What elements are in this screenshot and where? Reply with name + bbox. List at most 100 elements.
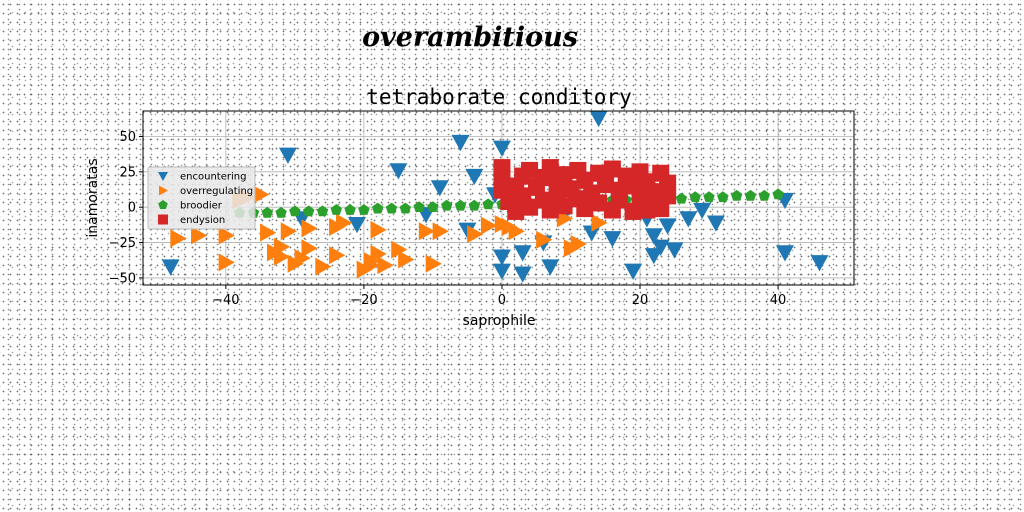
data-point [644, 248, 663, 265]
data-point [492, 263, 511, 280]
data-point [644, 228, 663, 245]
data-point [253, 185, 270, 204]
data-point [303, 205, 315, 217]
x-axis-label: saprophile [463, 313, 536, 329]
y-tick-label: 25 [119, 165, 136, 180]
data-point [482, 198, 494, 210]
data-point [570, 234, 587, 253]
chart-title: tetraborate conditory [366, 85, 632, 109]
legend-label: broodier [180, 201, 223, 212]
data-point [335, 213, 353, 232]
data-point [418, 222, 436, 241]
data-point [596, 176, 614, 194]
legend-marker [159, 185, 168, 196]
data-point [377, 256, 394, 275]
data-point [413, 201, 425, 212]
data-point [372, 202, 384, 214]
data-point [370, 244, 387, 263]
data-point [513, 266, 532, 283]
data-point [521, 198, 539, 216]
legend-label: encountering [180, 172, 246, 183]
data-point [703, 191, 715, 203]
data-point [659, 187, 677, 205]
series-encountering [161, 110, 829, 283]
axis-ticks: −40 −20 0 20 40 −50 −25 0 25 50 [109, 130, 787, 308]
data-point [441, 199, 453, 211]
data-point [398, 250, 415, 269]
data-point [507, 202, 525, 220]
y-tick-label: 0 [128, 201, 136, 216]
data-point [315, 257, 332, 276]
data-point [301, 239, 318, 258]
legend-label: overregulating [180, 186, 253, 197]
data-point [810, 255, 829, 272]
data-point [744, 189, 757, 201]
legend-label: endysion [180, 215, 225, 226]
data-point [541, 259, 560, 276]
data-point [430, 180, 449, 197]
x-tick-label: 40 [770, 293, 787, 308]
data-point [465, 168, 484, 186]
data-point [706, 215, 725, 232]
data-point [170, 229, 187, 248]
data-point [589, 110, 608, 128]
data-point [536, 230, 553, 249]
data-point [275, 206, 287, 218]
data-point [370, 220, 387, 239]
data-point [218, 253, 235, 272]
series-overregulating [170, 185, 608, 279]
legend-marker [158, 214, 168, 225]
x-tick-label: −20 [350, 293, 377, 308]
data-point [651, 239, 670, 256]
data-point [280, 222, 297, 241]
data-point [218, 226, 235, 245]
data-point [582, 225, 601, 242]
data-point [730, 189, 743, 201]
data-point [316, 205, 329, 217]
plot-frame [142, 110, 855, 286]
data-point [329, 246, 346, 265]
data-point [344, 204, 356, 215]
data-point [624, 202, 642, 220]
data-point [610, 191, 628, 209]
data-point [775, 245, 794, 262]
legend: encountering overregulating broodier endysi… [147, 166, 256, 230]
data-point [161, 259, 180, 276]
y-tick-label: −25 [109, 236, 136, 251]
data-point [451, 134, 470, 152]
data-point [454, 199, 467, 211]
data-point [261, 206, 273, 218]
legend-marker [158, 172, 168, 181]
data-point [358, 204, 370, 215]
data-point [294, 249, 311, 268]
data-point [541, 159, 559, 177]
data-point [624, 263, 643, 280]
data-point [658, 218, 677, 235]
data-point [399, 202, 411, 214]
data-point [492, 249, 511, 266]
data-point [347, 216, 366, 234]
data-point [467, 225, 484, 244]
data-point [590, 194, 608, 212]
data-point [689, 191, 701, 203]
data-point [521, 161, 539, 179]
data-point [273, 247, 291, 266]
data-point [541, 201, 559, 219]
data-point [389, 163, 408, 180]
figure-suptitle: overambitious [362, 22, 578, 53]
x-tick-label: 20 [632, 293, 649, 308]
data-point [385, 202, 398, 214]
data-point [480, 216, 498, 235]
y-tick-label: −50 [109, 271, 136, 286]
data-point [758, 189, 770, 201]
data-point [278, 147, 297, 164]
data-point [301, 219, 318, 238]
data-point [603, 160, 621, 178]
data-point [555, 166, 573, 184]
data-point [425, 254, 442, 273]
data-point [555, 197, 573, 215]
data-point [603, 231, 622, 248]
y-tick-label: 50 [119, 130, 136, 145]
data-point [693, 202, 712, 220]
